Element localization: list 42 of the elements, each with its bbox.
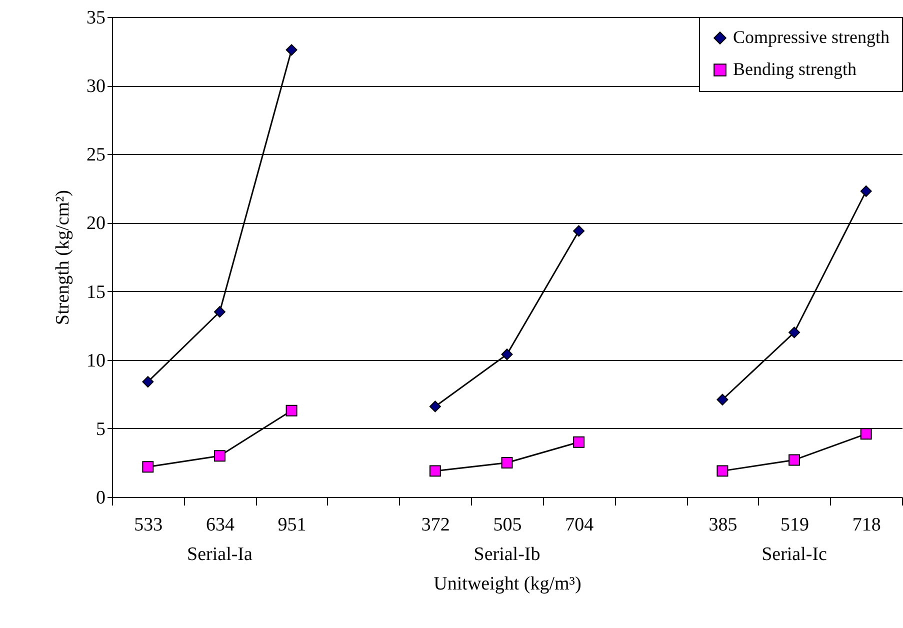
point xyxy=(142,376,154,388)
y-tick-label: 20 xyxy=(86,213,106,234)
x-tick-label: 505 xyxy=(493,514,522,536)
y-tick-label: 5 xyxy=(96,418,106,440)
y-tick-label: 10 xyxy=(86,350,106,372)
point xyxy=(286,44,298,56)
legend-label: Bending strength xyxy=(733,59,856,79)
point xyxy=(429,400,441,412)
x-tick-label: 385 xyxy=(708,514,738,536)
legend-label: Compressive strength xyxy=(733,27,890,47)
y-tick-label: 30 xyxy=(86,76,106,98)
x-tick-label: 718 xyxy=(852,514,881,536)
y-tick-label: 15 xyxy=(86,282,106,303)
y-tick-label: 35 xyxy=(86,8,106,28)
x-tick-label: 533 xyxy=(134,514,163,536)
y-tick-label: 25 xyxy=(86,144,106,166)
point xyxy=(716,394,728,406)
point xyxy=(429,465,441,477)
y-axis-title: Strength (kg/cm²) xyxy=(52,190,74,325)
point xyxy=(214,306,226,318)
y-tick-label: 0 xyxy=(96,488,106,508)
x-tick-label: 951 xyxy=(278,514,306,536)
text: Serial-Ic xyxy=(762,544,827,565)
point xyxy=(573,436,585,448)
text: Serial-Ia xyxy=(187,544,253,565)
point xyxy=(214,450,226,462)
point xyxy=(286,404,298,416)
point xyxy=(860,428,872,440)
point xyxy=(716,465,728,477)
x-tick-label: 634 xyxy=(206,514,235,536)
point xyxy=(860,185,872,197)
x-tick-label: 519 xyxy=(780,514,810,536)
point xyxy=(501,456,513,468)
x-tick-label: 704 xyxy=(565,514,594,536)
x-tick-label: 372 xyxy=(421,514,450,536)
text: Serial-Ib xyxy=(474,544,540,565)
point xyxy=(142,461,154,473)
point xyxy=(788,454,800,466)
point xyxy=(573,225,585,237)
point xyxy=(501,348,513,360)
point xyxy=(788,326,800,338)
x-axis-title: Unitweight (kg/m³) xyxy=(434,574,582,594)
